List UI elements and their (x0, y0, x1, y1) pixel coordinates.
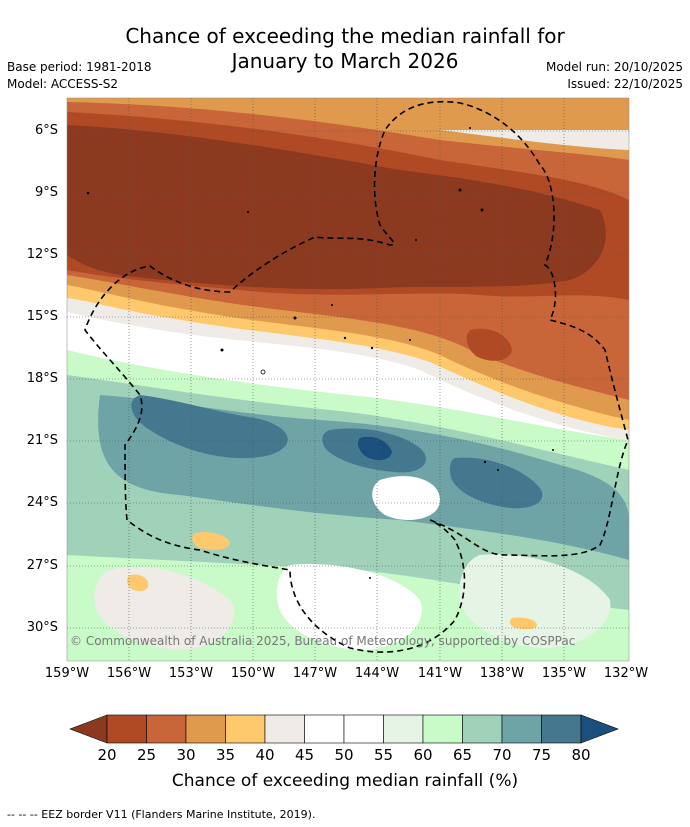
colorbar-tick-label: 55 (373, 746, 394, 764)
island (458, 188, 462, 192)
eez-footnote: -- -- -- EEZ border V11 (Flanders Marine… (7, 808, 316, 821)
map-frame (66, 97, 630, 662)
blob-75-80-east (449, 457, 543, 509)
map-title: Chance of exceeding the median rainfall … (0, 24, 690, 74)
patch-dry-1 (466, 328, 512, 361)
colorbar-swatch (185, 714, 226, 744)
island (552, 449, 554, 451)
lat-label: 21°S (26, 433, 58, 448)
colorbar-swatch (146, 714, 187, 744)
colorbar-tick-label: 80 (571, 746, 591, 764)
lat-label: 12°S (26, 247, 58, 262)
lon-label: 141°W (417, 666, 463, 681)
patch-orange-1 (192, 532, 230, 551)
band-below-20 (67, 125, 606, 290)
colorbar-swatch (264, 714, 305, 744)
colorbar-swatch (422, 714, 463, 744)
lon-label: 132°W (603, 666, 649, 681)
colorbar-swatch (225, 714, 266, 744)
island (469, 127, 471, 129)
colorbar-swatch (541, 714, 582, 744)
model-run: Model run: 20/10/2025 (545, 60, 683, 74)
colorbar-arrow-low (69, 714, 108, 744)
islands (86, 127, 554, 579)
blob-75-80-west (131, 395, 288, 459)
eez-border (84, 100, 629, 653)
island (483, 460, 487, 464)
patch-white-1 (372, 476, 440, 520)
model-name: Model: ACCESS-S2 (7, 77, 119, 91)
patch-grey-north (440, 130, 629, 150)
patch-orange-3 (509, 617, 538, 630)
island (415, 239, 417, 241)
lat-label: 9°S (34, 185, 58, 200)
colorbar-tick-label: 25 (136, 746, 157, 764)
patch-white-2 (276, 564, 422, 650)
issued-date: Issued: 22/10/2025 (567, 77, 683, 91)
copyright-notice: © Commonwealth of Australia 2025, Bureau… (70, 634, 576, 648)
colorbar-tick-label: 20 (97, 746, 117, 764)
lon-label: 159°W (44, 666, 90, 681)
colorbar-swatch (462, 714, 503, 744)
title-line-2: January to March 2026 (231, 49, 459, 73)
island (260, 369, 266, 375)
island (220, 348, 224, 352)
island (497, 469, 499, 471)
colorbar-tick-label: 70 (492, 746, 512, 764)
lon-label: 144°W (354, 666, 400, 681)
colorbar-swatch (383, 714, 424, 744)
colorbar (69, 714, 619, 744)
island (86, 191, 90, 195)
colorbar-title: Chance of exceeding median rainfall (%) (171, 771, 519, 791)
colorbar-swatch (304, 714, 345, 744)
patch-orange-2 (127, 574, 149, 592)
lon-label: 147°W (292, 666, 338, 681)
eez-borders (84, 100, 629, 653)
colorbar-arrow-high (580, 714, 619, 744)
lat-label: 15°S (26, 309, 58, 324)
lon-label: 150°W (230, 666, 276, 681)
colorbar-tick-label: 30 (176, 746, 196, 764)
island (370, 346, 374, 350)
island (331, 304, 333, 306)
lat-label: 24°S (26, 495, 58, 510)
graticule (67, 98, 629, 661)
base-period: Base period: 1981-2018 (7, 60, 152, 74)
colorbar-tick-label: 60 (413, 746, 433, 764)
island (343, 336, 347, 340)
meta-left: Base period: 1981-2018 Model: ACCESS-S2 (7, 59, 152, 93)
meta-right: Model run: 20/10/2025 Issued: 22/10/2025 (546, 59, 683, 93)
lat-label: 6°S (34, 123, 58, 138)
lon-label: 138°W (479, 666, 525, 681)
lon-label: 153°W (168, 666, 214, 681)
island (369, 577, 371, 579)
lat-label: 30°S (26, 620, 58, 635)
blob-80-plus (357, 436, 392, 461)
island (293, 316, 297, 320)
lon-label: 156°W (106, 666, 152, 681)
island (409, 339, 411, 341)
colorbar-tick-label: 50 (334, 746, 354, 764)
patch-green-2 (459, 554, 611, 649)
island (480, 208, 484, 212)
colorbar-swatch (501, 714, 542, 744)
colorbar-swatch (343, 714, 384, 744)
colorbar-tick-label: 65 (452, 746, 473, 764)
colorbar-tick-label: 45 (294, 746, 315, 764)
colorbar-tick-label: 75 (531, 746, 552, 764)
colorbar-tick-label: 40 (255, 746, 275, 764)
lat-label: 27°S (26, 558, 58, 573)
colorbar-swatch (106, 714, 147, 744)
map-field (67, 98, 629, 661)
island (247, 211, 249, 213)
lat-label: 18°S (26, 371, 58, 386)
lon-label: 135°W (541, 666, 587, 681)
colorbar-tick-label: 35 (215, 746, 236, 764)
title-line-1: Chance of exceeding the median rainfall … (125, 24, 565, 48)
